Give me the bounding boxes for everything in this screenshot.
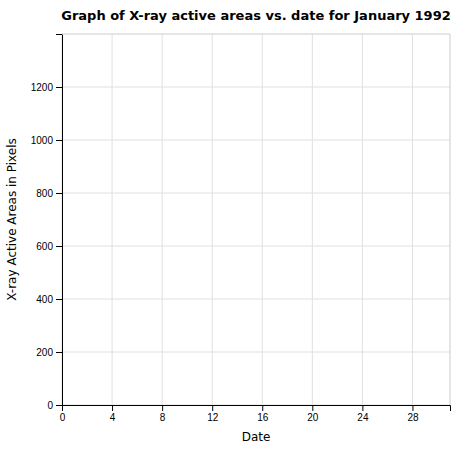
tick-label: 24 (357, 412, 369, 423)
grid-line (162, 34, 163, 405)
axis-line (56, 35, 63, 406)
tick-label: 28 (407, 412, 419, 423)
plot: 0 4 8 12 16 20 24 28 0 200 400 600 800 1000 1200 (31, 34, 451, 423)
tick: 400 (36, 294, 62, 305)
tick: 1000 (31, 135, 62, 146)
tick-label: 4 (110, 412, 116, 423)
grid-line (62, 193, 450, 194)
tick-label: 16 (257, 412, 269, 423)
grid (62, 34, 450, 405)
tick-mark (212, 405, 213, 411)
x-axis: 0 4 8 12 16 20 24 28 (60, 405, 451, 423)
tick-label: 600 (36, 241, 53, 252)
tick-label: 1000 (31, 135, 54, 146)
tick: 200 (36, 347, 62, 358)
tick: 0 (60, 405, 66, 423)
tick: 1200 (31, 82, 62, 93)
tick-mark (56, 299, 62, 300)
grid-line (362, 34, 363, 405)
tick: 0 (47, 400, 62, 411)
tick-label: 0 (47, 400, 53, 411)
tick: 28 (407, 405, 419, 423)
tick-mark (262, 405, 263, 411)
grid-line (262, 34, 263, 405)
grid-line (62, 140, 450, 141)
tick: 800 (36, 188, 62, 199)
grid-line (412, 34, 413, 405)
tick-label: 200 (36, 347, 53, 358)
grid-line (112, 34, 113, 405)
tick-mark (56, 352, 62, 353)
tick: 8 (160, 405, 166, 423)
tick: 600 (36, 241, 62, 252)
grid-line (212, 34, 213, 405)
tick-mark (56, 246, 62, 247)
axis-line (63, 406, 451, 412)
tick: 12 (207, 405, 219, 423)
frame (62, 34, 450, 35)
tick-mark (56, 405, 62, 406)
title: Graph of X-ray active areas vs. date for… (61, 8, 451, 23)
tick-label: 12 (207, 412, 219, 423)
tick-label: 8 (160, 412, 166, 423)
tick-label: 20 (307, 412, 319, 423)
tick: 20 (307, 405, 319, 423)
tick-mark (162, 405, 163, 411)
tick: 16 (257, 405, 269, 423)
y-axis-title: X-ray Active Areas in Pixels (5, 138, 19, 301)
tick-label: 1200 (31, 82, 54, 93)
grid-line (312, 34, 313, 405)
tick-mark (112, 405, 113, 411)
tick-mark (362, 405, 363, 411)
tick-mark (56, 87, 62, 88)
x-axis-title: Date (242, 430, 271, 444)
y-axis: 0 200 400 600 800 1000 1200 (31, 35, 63, 411)
grid-line (62, 299, 450, 300)
grid-line (62, 87, 450, 88)
grid-line (62, 246, 450, 247)
tick: 24 (357, 405, 369, 423)
chart: 0 4 8 12 16 20 24 28 0 200 400 600 800 1000 1200 Graph … (0, 0, 468, 451)
grid-line (62, 352, 450, 353)
tick-label: 400 (36, 294, 53, 305)
tick-mark (56, 140, 62, 141)
tick: 4 (110, 405, 116, 423)
tick-label: 800 (36, 188, 53, 199)
tick-mark (412, 405, 413, 411)
tick-mark (312, 405, 313, 411)
tick-mark (56, 193, 62, 194)
frame (450, 34, 451, 405)
tick-label: 0 (60, 412, 66, 423)
